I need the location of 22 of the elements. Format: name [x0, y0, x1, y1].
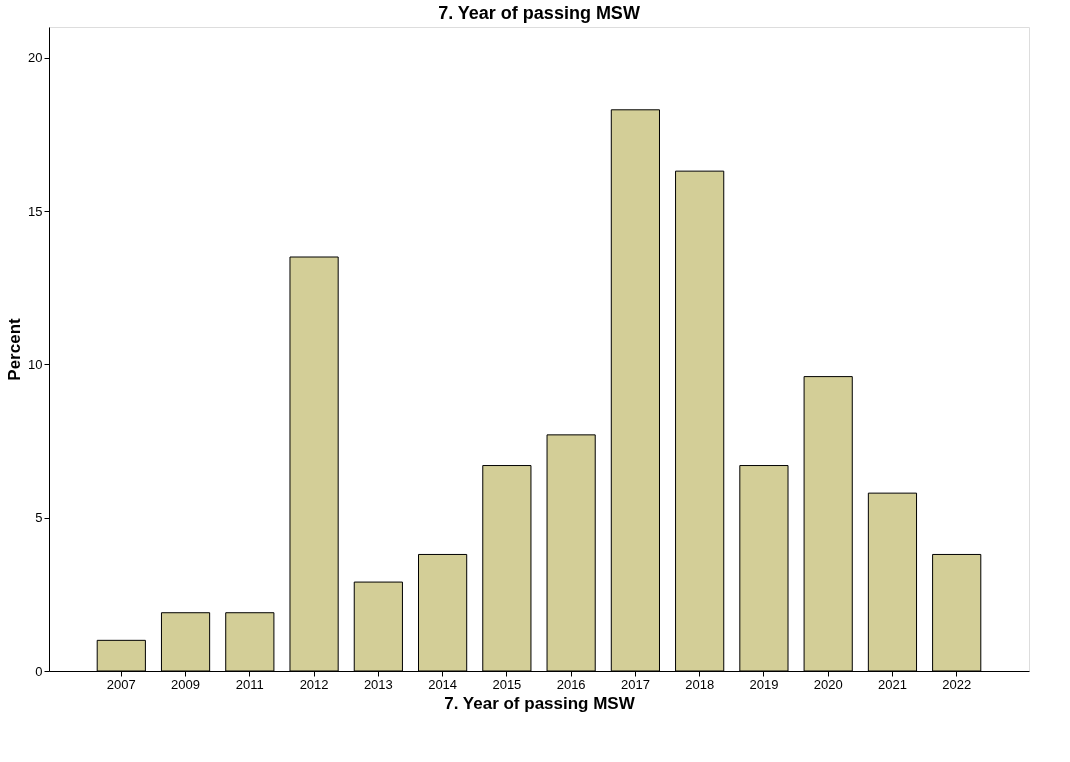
x-tick-label: 2016 [556, 676, 586, 692]
x-tick-label: 2014 [428, 676, 458, 692]
x-tick-label: 2007 [106, 676, 136, 692]
x-tick-label: 2020 [813, 676, 843, 692]
y-axis-title: Percent [5, 317, 25, 381]
x-tick-label: 2017 [620, 676, 650, 692]
x-tick-label: 2011 [235, 676, 264, 692]
x-tick-label: 2009 [171, 676, 201, 692]
x-tick-label: 2021 [877, 676, 907, 692]
x-tick-label: 2019 [749, 676, 779, 692]
y-tick-label: 0 [35, 663, 43, 679]
x-tick-label: 2013 [363, 676, 393, 692]
chart-title: 7. Year of passing MSW [438, 3, 640, 23]
y-tick-label: 15 [28, 203, 43, 219]
x-tick-label: 2022 [942, 676, 972, 692]
y-tick-label: 5 [35, 510, 43, 526]
x-axis-title: 7. Year of passing MSW [444, 693, 636, 713]
x-tick-label: 2012 [299, 676, 329, 692]
y-tick-label: 10 [28, 356, 43, 372]
x-tick-label: 2018 [685, 676, 715, 692]
y-tick-label: 20 [28, 50, 43, 66]
x-tick-label: 2015 [492, 676, 522, 692]
